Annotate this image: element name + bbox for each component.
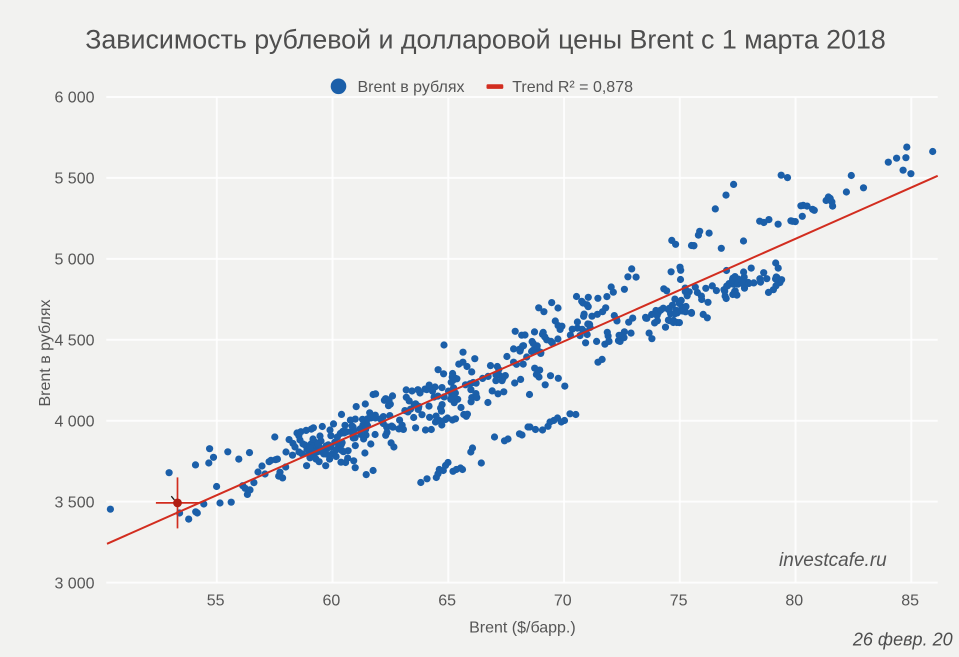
- svg-text:3 500: 3 500: [54, 494, 94, 511]
- svg-text:5 500: 5 500: [54, 171, 94, 188]
- svg-text:Brent в рублях: Brent в рублях: [37, 300, 54, 407]
- svg-text:60: 60: [323, 593, 341, 610]
- svg-text:26 февр. 20: 26 февр. 20: [852, 630, 953, 650]
- svg-text:Зависимость рублевой и долларо: Зависимость рублевой и долларовой цены B…: [85, 25, 886, 55]
- svg-text:75: 75: [670, 593, 688, 610]
- svg-text:Trend R² = 0,878: Trend R² = 0,878: [512, 79, 633, 96]
- svg-text:65: 65: [438, 593, 456, 610]
- svg-text:Brent в рублях: Brent в рублях: [358, 79, 465, 96]
- svg-text:80: 80: [785, 593, 803, 610]
- svg-text:investcafe.ru: investcafe.ru: [779, 550, 887, 571]
- svg-text:6 000: 6 000: [54, 90, 94, 107]
- svg-text:4 000: 4 000: [54, 413, 94, 430]
- svg-text:3 000: 3 000: [54, 575, 94, 592]
- svg-text:55: 55: [207, 593, 225, 610]
- svg-text:85: 85: [901, 593, 919, 610]
- svg-text:70: 70: [554, 593, 572, 610]
- svg-text:4 500: 4 500: [54, 333, 94, 350]
- svg-text:Brent ($/барр.): Brent ($/барр.): [469, 620, 576, 637]
- svg-text:5 000: 5 000: [54, 252, 94, 269]
